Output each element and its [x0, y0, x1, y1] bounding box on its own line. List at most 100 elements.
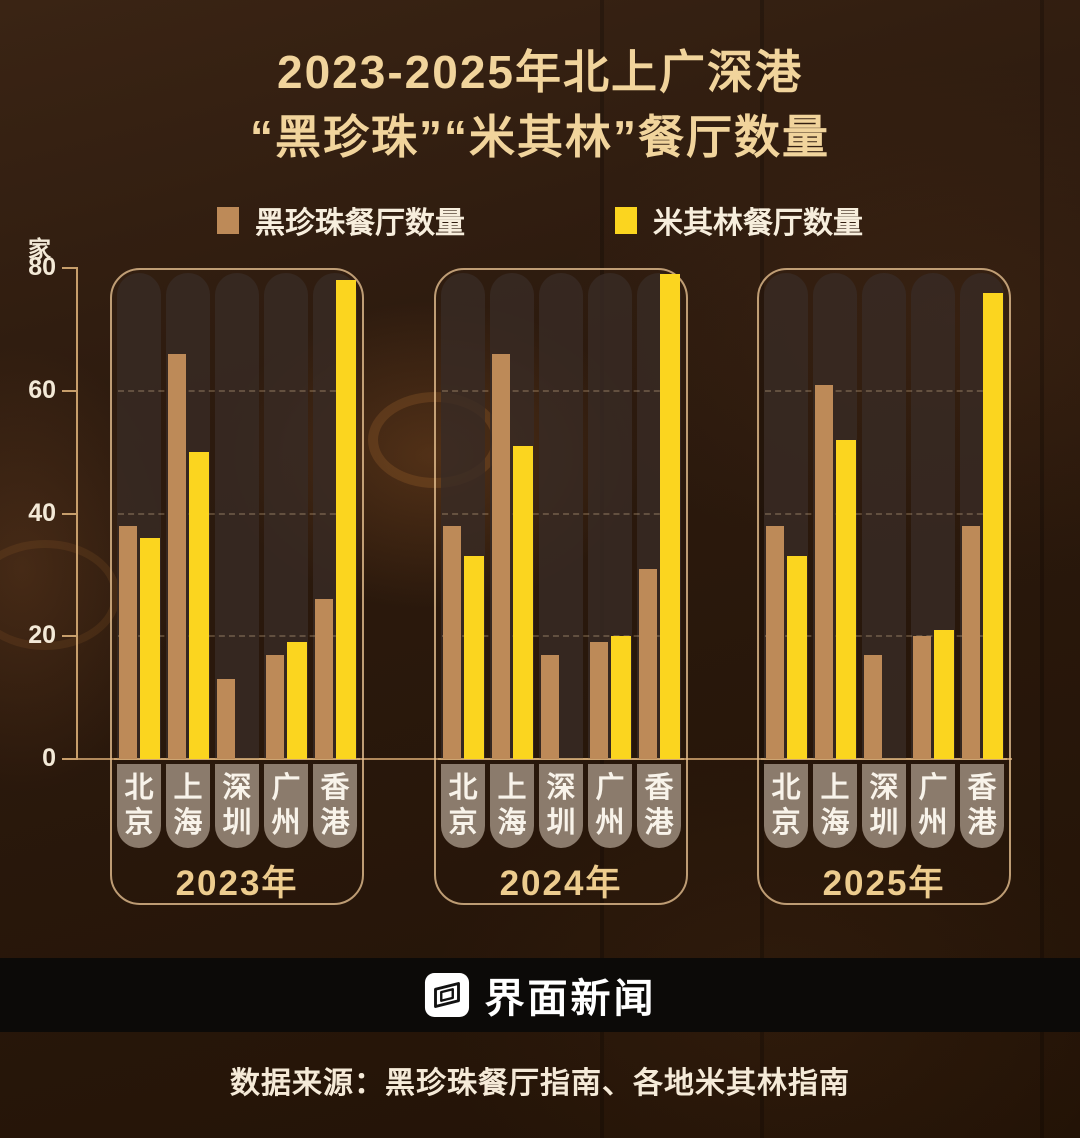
city-label-char: 北 — [448, 772, 478, 804]
bar-pair — [264, 642, 308, 759]
city-label-char: 上 — [173, 772, 203, 804]
y-axis-line — [76, 267, 78, 760]
city-label-char: 北 — [771, 772, 801, 804]
bar-black-pearl-广州 — [589, 642, 608, 759]
bar-michelin-香港 — [335, 280, 356, 759]
gridline-60 — [442, 389, 680, 392]
city-label-char: 深 — [869, 772, 899, 804]
city-label-char: 京 — [771, 807, 801, 839]
city-track-上海: 上海 — [166, 273, 210, 848]
legend-label: 黑珍珠餐厅数量 — [255, 207, 465, 240]
city-label-char: 州 — [271, 807, 301, 839]
legend-label: 米其林餐厅数量 — [653, 207, 863, 240]
city-label-char: 圳 — [222, 807, 252, 839]
city-label-北京: 北京 — [117, 764, 161, 848]
bar-pair — [764, 526, 808, 759]
bar-pair — [441, 526, 485, 759]
chart-title: 2023-2025年北上广深港 “黑珍珠”“米其林”餐厅数量 — [0, 40, 1080, 171]
bar-michelin-北京 — [139, 538, 160, 759]
city-label-香港: 香港 — [637, 764, 681, 848]
bar-black-pearl-香港 — [314, 599, 333, 759]
bar-michelin-北京 — [786, 556, 807, 759]
jiemian-news-logo-icon — [424, 972, 469, 1018]
gridline-40 — [765, 512, 1003, 515]
legend-item: 米其林餐厅数量 — [615, 198, 863, 242]
city-label-深圳: 深圳 — [539, 764, 583, 848]
city-track-上海: 上海 — [813, 273, 857, 848]
city-label-香港: 香港 — [313, 764, 357, 848]
chart-title-line1: 2023-2025年北上广深港 — [277, 46, 803, 98]
city-track-北京: 北京 — [441, 273, 485, 848]
city-track-香港: 香港 — [313, 273, 357, 848]
city-label-广州: 广州 — [264, 764, 308, 848]
bar-pair — [588, 636, 632, 759]
y-axis-tick — [62, 267, 77, 269]
city-label-char: 上 — [497, 772, 527, 804]
city-label-char: 北 — [124, 772, 154, 804]
city-label-char: 圳 — [546, 807, 576, 839]
city-label-char: 香 — [644, 772, 674, 804]
city-track-深圳: 深圳 — [539, 273, 583, 848]
michelin-swatch-icon — [615, 206, 637, 234]
year-group-frame-2024年: 北京上海深圳广州香港 2024年 — [434, 268, 688, 905]
city-track-广州: 广州 — [588, 273, 632, 848]
year-group-frame-2025年: 北京上海深圳广州香港 2025年 — [757, 268, 1011, 905]
city-label-char: 深 — [222, 772, 252, 804]
bar-michelin-香港 — [659, 274, 680, 759]
bar-pair — [862, 655, 906, 759]
city-track-广州: 广州 — [264, 273, 308, 848]
city-label-广州: 广州 — [588, 764, 632, 848]
city-label-上海: 上海 — [490, 764, 534, 848]
track-background — [215, 273, 259, 759]
city-label-char: 深 — [546, 772, 576, 804]
bar-pair — [490, 354, 534, 759]
city-label-char: 港 — [644, 807, 674, 839]
group-baseline — [438, 758, 684, 760]
city-label-char: 海 — [497, 807, 527, 839]
gridline-20 — [118, 635, 356, 638]
year-label: 2025年 — [822, 864, 946, 903]
city-track-北京: 北京 — [117, 273, 161, 848]
bar-pair — [313, 280, 357, 759]
gridline-20 — [765, 635, 1003, 638]
data-source-note: 数据来源：黑珍珠餐厅指南、各地米其林指南 — [230, 1067, 850, 1100]
bar-black-pearl-深圳 — [863, 655, 882, 759]
bar-black-pearl-广州 — [265, 655, 284, 759]
bar-pair — [117, 526, 161, 759]
gridline-40 — [442, 512, 680, 515]
gridline-40 — [118, 512, 356, 515]
publisher-name: 界面新闻 — [484, 977, 657, 1021]
city-label-广州: 广州 — [911, 764, 955, 848]
bar-black-pearl-上海 — [491, 354, 510, 759]
bar-michelin-香港 — [982, 293, 1003, 759]
bar-black-pearl-香港 — [638, 569, 657, 759]
city-label-香港: 香港 — [960, 764, 1004, 848]
y-axis-tick — [62, 512, 77, 515]
bar-michelin-上海 — [188, 452, 209, 759]
bar-michelin-北京 — [463, 556, 484, 759]
city-track-北京: 北京 — [764, 273, 808, 848]
bar-black-pearl-北京 — [765, 526, 784, 759]
gridline-60 — [765, 389, 1003, 392]
group-baseline — [761, 758, 1007, 760]
y-axis-tick-label: 20 — [28, 621, 56, 650]
city-label-char: 广 — [918, 772, 948, 804]
city-label-char: 州 — [595, 807, 625, 839]
track-row: 北京上海深圳广州香港 — [117, 273, 357, 848]
city-label-char: 圳 — [869, 807, 899, 839]
year-group-frame-2023年: 北京上海深圳广州香港 2023年 — [110, 268, 364, 905]
bar-black-pearl-上海 — [814, 385, 833, 759]
bar-black-pearl-深圳 — [216, 679, 235, 759]
bar-pair — [813, 385, 857, 759]
city-label-char: 京 — [124, 807, 154, 839]
city-label-北京: 北京 — [764, 764, 808, 848]
bar-michelin-上海 — [512, 446, 533, 759]
gridline-20 — [442, 635, 680, 638]
y-axis-unit-label: 家 — [28, 236, 51, 262]
city-label-char: 香 — [320, 772, 350, 804]
y-axis-tick-label: 80 — [28, 252, 56, 281]
city-label-char: 香 — [967, 772, 997, 804]
bar-black-pearl-香港 — [961, 526, 980, 759]
city-track-香港: 香港 — [637, 273, 681, 848]
city-label-北京: 北京 — [441, 764, 485, 848]
